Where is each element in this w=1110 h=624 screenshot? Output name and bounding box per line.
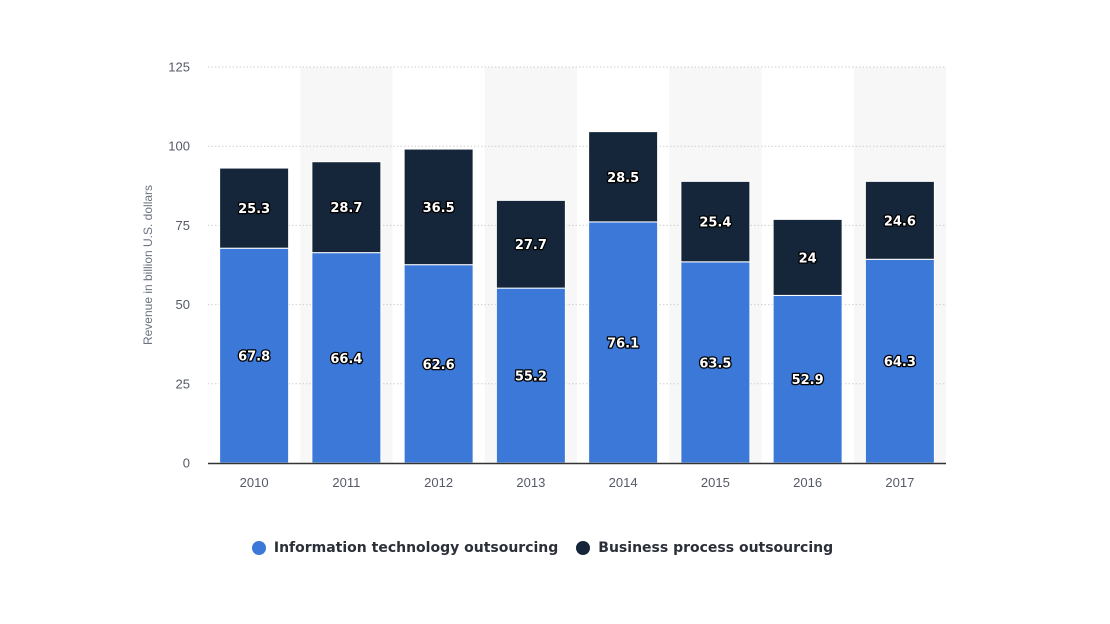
- x-tick-2010: 2010: [240, 475, 269, 490]
- legend-label-bp-outsourcing: Business process outsourcing: [598, 540, 834, 556]
- data-label-bp-2011: 28.7: [330, 201, 362, 216]
- data-label-bp-2016: 24: [799, 251, 817, 266]
- data-label-bp-2013: 27.7: [515, 238, 547, 253]
- x-tick-2012: 2012: [424, 475, 453, 490]
- bar-bp-2012: [403, 148, 474, 266]
- y-tick-0: 0: [183, 456, 190, 471]
- data-label-bp-2012: 36.5: [423, 201, 455, 216]
- legend-item-it-outsourcing[interactable]: Information technology outsourcing: [251, 540, 559, 556]
- data-label-it-2014: 76.1: [607, 336, 639, 351]
- bar-bp-2015: [680, 180, 751, 263]
- bar-it-2011: [311, 252, 382, 464]
- data-label-bp-2010: 25.3: [238, 202, 270, 217]
- x-tick-2017: 2017: [885, 475, 914, 490]
- bar-bp-2013: [495, 199, 566, 289]
- bar-bp-2014: [588, 131, 659, 223]
- data-label-it-2017: 64.3: [884, 355, 916, 370]
- legend: Information technology outsourcing Busin…: [0, 540, 1085, 556]
- bar-bp-2011: [311, 161, 382, 254]
- bar-bp-2010: [219, 167, 290, 249]
- bar-it-2015: [680, 261, 751, 464]
- data-label-it-2015: 63.5: [699, 356, 731, 371]
- x-tick-2015: 2015: [701, 475, 730, 490]
- data-label-bp-2017: 24.6: [884, 214, 916, 229]
- data-label-it-2012: 62.6: [423, 358, 455, 373]
- bar-bp-2017: [864, 180, 935, 260]
- bar-it-2017: [864, 258, 935, 464]
- bar-bp-2016: [772, 218, 843, 296]
- x-tick-2014: 2014: [609, 475, 638, 490]
- legend-label-it-outsourcing: Information technology outsourcing: [273, 540, 559, 556]
- y-tick-125: 125: [168, 60, 190, 75]
- y-tick-75: 75: [176, 218, 190, 233]
- y-tick-100: 100: [168, 139, 190, 154]
- bar-it-2014: [588, 221, 659, 464]
- y-axis-label: Revenue in billion U.S. dollars: [141, 185, 155, 345]
- data-label-it-2016: 52.9: [792, 373, 824, 388]
- x-tick-2011: 2011: [332, 475, 360, 490]
- x-tick-2016: 2016: [793, 475, 822, 490]
- data-label-it-2010: 67.8: [238, 350, 270, 365]
- data-label-bp-2015: 25.4: [699, 216, 731, 231]
- data-label-it-2013: 55.2: [515, 370, 547, 385]
- legend-marker-bp-outsourcing: [576, 541, 591, 555]
- bar-it-2010: [219, 247, 290, 464]
- data-label-it-2011: 66.4: [330, 352, 362, 367]
- legend-marker-it-outsourcing: [251, 541, 266, 555]
- x-tick-2013: 2013: [516, 475, 545, 490]
- bar-it-2013: [495, 287, 566, 464]
- legend-item-bp-outsourcing[interactable]: Business process outsourcing: [576, 540, 833, 556]
- data-label-bp-2014: 28.5: [607, 171, 639, 186]
- y-tick-50: 50: [176, 297, 190, 312]
- y-tick-25: 25: [176, 376, 190, 391]
